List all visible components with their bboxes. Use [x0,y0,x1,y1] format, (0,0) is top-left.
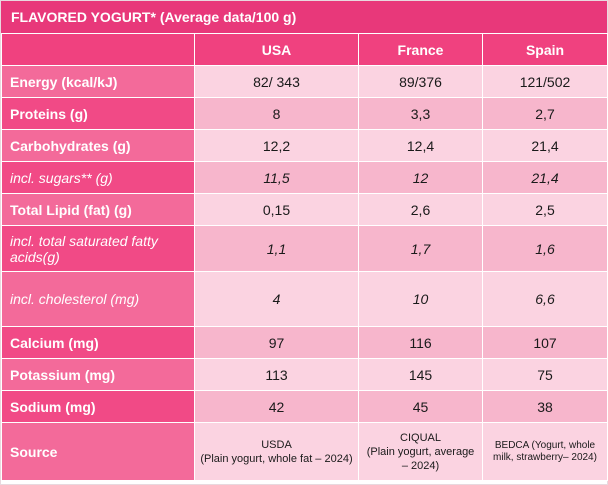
source-spain: BEDCA (Yogurt, whole milk, strawberry– 2… [482,422,608,481]
cell-spain: 38 [482,390,608,423]
cell-spain: 1,6 [482,225,608,272]
table-row: Calcium (mg) 97 116 107 [1,326,608,359]
cell-usa: 42 [194,390,359,423]
cell-spain: 6,6 [482,271,608,327]
cell-usa: 1,1 [194,225,359,272]
cell-spain: 2,5 [482,193,608,226]
table-row: Proteins (g) 8 3,3 2,7 [1,97,608,130]
cell-usa: 12,2 [194,129,359,162]
row-label: Carbohydrates (g) [1,129,195,162]
cell-usa: 4 [194,271,359,327]
cell-usa: 113 [194,358,359,391]
cell-spain: 121/502 [482,65,608,98]
table-row: Potassium (mg) 113 145 75 [1,358,608,391]
source-row: Source USDA (Plain yogurt, whole fat – 2… [1,422,608,481]
row-label: incl. cholesterol (mg) [1,271,195,327]
column-header-spain: Spain [482,33,608,66]
cell-france: 116 [358,326,483,359]
cell-usa: 0,15 [194,193,359,226]
row-label: Proteins (g) [1,97,195,130]
cell-france: 12,4 [358,129,483,162]
table-row: Energy (kcal/kJ) 82/ 343 89/376 121/502 [1,65,608,98]
row-label: incl. total saturated fatty acids(g) [1,225,195,272]
row-label: Energy (kcal/kJ) [1,65,195,98]
source-usa: USDA (Plain yogurt, whole fat – 2024) [194,422,359,481]
cell-spain: 75 [482,358,608,391]
source-france: CIQUAL (Plain yogurt, average – 2024) [358,422,483,481]
cell-france: 3,3 [358,97,483,130]
row-label: Sodium (mg) [1,390,195,423]
cell-spain: 107 [482,326,608,359]
row-label: Potassium (mg) [1,358,195,391]
table-row: incl. cholesterol (mg) 4 10 6,6 [1,271,608,327]
table-row: incl. total saturated fatty acids(g) 1,1… [1,225,608,272]
row-label: Total Lipid (fat) (g) [1,193,195,226]
cell-spain: 21,4 [482,161,608,194]
cell-france: 1,7 [358,225,483,272]
table-title: FLAVORED YOGURT* (Average data/100 g) [1,1,607,33]
cell-france: 145 [358,358,483,391]
header-row: USA France Spain [1,33,608,66]
cell-usa: 8 [194,97,359,130]
header-corner-cell [1,33,195,66]
cell-france: 89/376 [358,65,483,98]
cell-usa: 82/ 343 [194,65,359,98]
cell-france: 10 [358,271,483,327]
table-row: Total Lipid (fat) (g) 0,15 2,6 2,5 [1,193,608,226]
cell-spain: 21,4 [482,129,608,162]
cell-france: 2,6 [358,193,483,226]
table-row: Sodium (mg) 42 45 38 [1,390,608,423]
cell-france: 12 [358,161,483,194]
row-label: Calcium (mg) [1,326,195,359]
cell-usa: 11,5 [194,161,359,194]
row-label: incl. sugars** (g) [1,161,195,194]
table-row: Carbohydrates (g) 12,2 12,4 21,4 [1,129,608,162]
table-row: incl. sugars** (g) 11,5 12 21,4 [1,161,608,194]
column-header-france: France [358,33,483,66]
nutrition-table: USA France Spain Energy (kcal/kJ) 82/ 34… [1,33,608,481]
cell-france: 45 [358,390,483,423]
column-header-usa: USA [194,33,359,66]
cell-usa: 97 [194,326,359,359]
cell-spain: 2,7 [482,97,608,130]
source-label: Source [1,422,195,481]
